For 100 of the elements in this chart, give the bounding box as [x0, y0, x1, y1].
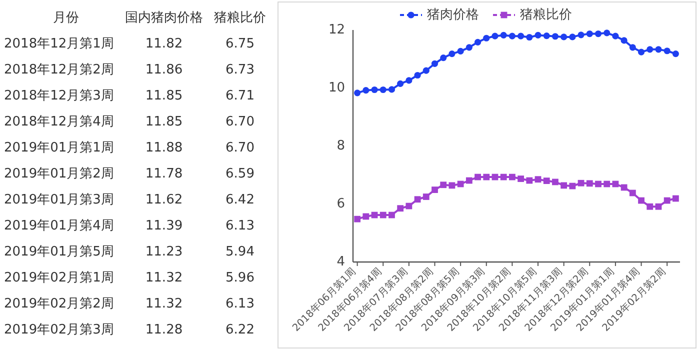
point: [655, 46, 662, 53]
point: [422, 194, 430, 200]
point: [664, 197, 670, 204]
y-tick-label: 8: [336, 138, 345, 154]
point: [586, 30, 593, 38]
point: [448, 182, 456, 189]
point: [380, 86, 386, 94]
point: [534, 176, 542, 183]
data-label: 6.42: [226, 192, 254, 208]
point: [569, 34, 576, 40]
category-label: 2018年12月第1周: [4, 36, 114, 52]
category-label: 2018年12月第4周: [4, 114, 114, 130]
point: [518, 32, 524, 40]
point: [440, 54, 447, 62]
point: [594, 30, 602, 38]
y-tick-label: 12: [328, 22, 345, 38]
data-label: 11.88: [145, 140, 183, 156]
point: [500, 174, 507, 180]
point: [457, 180, 464, 188]
point: [508, 32, 516, 40]
point: [440, 182, 447, 188]
point: [474, 174, 481, 180]
data-label: 6.70: [226, 114, 254, 130]
point: [362, 213, 370, 220]
point: [578, 180, 584, 186]
y-tick-label: 6: [336, 196, 345, 212]
point: [646, 46, 654, 53]
point: [354, 216, 361, 222]
point: [414, 196, 421, 203]
point: [629, 190, 636, 196]
category-label: 2019年01月第1周: [4, 140, 114, 156]
point: [432, 186, 438, 193]
point: [474, 38, 482, 46]
data-label: 11.23: [145, 244, 183, 260]
data-label: 5.94: [226, 244, 254, 260]
point: [371, 86, 378, 94]
point: [431, 60, 438, 67]
point: [414, 72, 421, 79]
point: [466, 44, 472, 51]
point: [534, 32, 542, 39]
category-label: 2019年01月第4周: [4, 218, 114, 234]
data-label: 11.39: [145, 218, 183, 234]
point: [560, 34, 568, 40]
data-label: 6.13: [226, 218, 254, 234]
point: [457, 48, 464, 54]
y-tick-label: 4: [336, 254, 345, 270]
point: [388, 86, 396, 93]
point: [578, 32, 584, 38]
legend-label: 猪肉价格: [427, 8, 479, 23]
point: [406, 202, 412, 210]
data-label: 6.73: [226, 62, 254, 78]
point: [483, 174, 490, 180]
data-label: 6.70: [226, 140, 254, 156]
point: [466, 177, 472, 184]
point: [620, 37, 628, 44]
data-label: 11.28: [145, 322, 183, 338]
point: [664, 48, 670, 54]
point: [552, 178, 558, 186]
data-label: 11.85: [145, 88, 183, 104]
data-label: 6.22: [226, 322, 254, 338]
point: [508, 174, 516, 180]
data-label: 6.71: [226, 88, 254, 104]
data-label: 6.75: [226, 36, 254, 52]
point: [448, 50, 456, 58]
point: [543, 178, 550, 184]
data-label: 11.32: [145, 296, 183, 312]
text: 猪粮比价: [214, 10, 266, 26]
point: [483, 34, 490, 42]
point: [492, 32, 498, 40]
point: [672, 195, 679, 202]
point: [388, 212, 395, 218]
point: [586, 180, 593, 187]
category-label: 2019年02月第3周: [4, 322, 114, 338]
point: [595, 180, 602, 188]
point: [620, 184, 628, 191]
point: [552, 33, 559, 40]
y-tick-label: 10: [328, 80, 345, 96]
point: [604, 180, 610, 188]
point: [397, 205, 404, 212]
point: [655, 203, 662, 210]
category-label: 2019年02月第1周: [4, 270, 114, 286]
point: [526, 34, 533, 41]
point: [422, 67, 430, 74]
category-label: 2018年12月第3周: [4, 88, 114, 104]
category-label: 2019年01月第3周: [4, 192, 114, 208]
point: [560, 182, 568, 189]
point: [638, 48, 645, 56]
point: [526, 177, 533, 184]
point: [380, 212, 386, 218]
legend-label: 猪粮比价: [520, 8, 572, 23]
point: [672, 50, 679, 58]
data-label: 11.32: [145, 270, 183, 286]
text: 月份: [53, 10, 79, 26]
point: [612, 32, 619, 40]
point: [629, 44, 636, 51]
point: [646, 203, 654, 210]
point: [362, 87, 370, 94]
data-label: 11.85: [145, 114, 183, 130]
point: [354, 90, 361, 96]
point: [397, 80, 404, 87]
